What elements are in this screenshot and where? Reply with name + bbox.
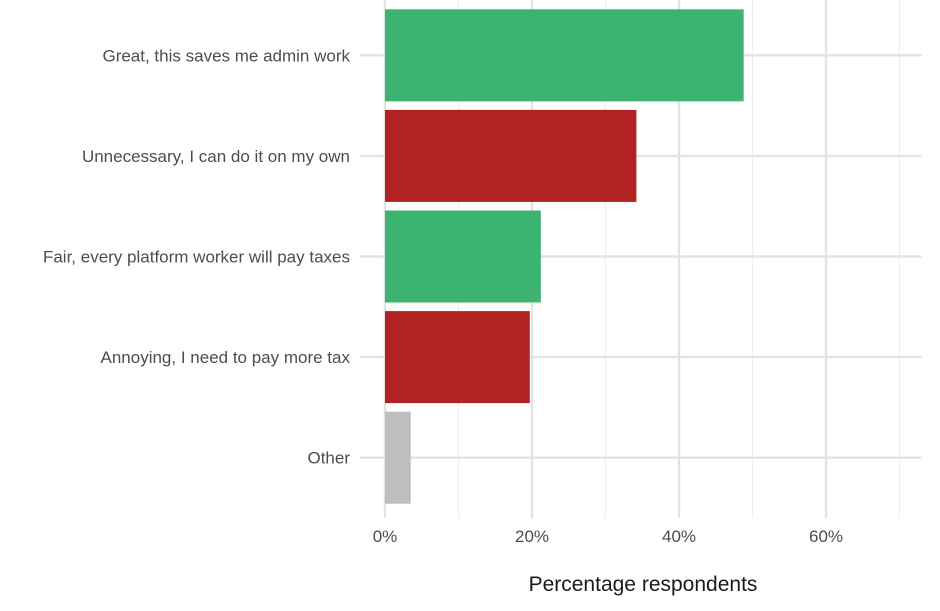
category-labels: Great, this saves me admin work Unnecessa… [43,46,351,467]
bar [385,411,411,504]
category-label: Great, this saves me admin work [102,46,350,65]
category-label: Annoying, I need to pay more tax [101,348,351,367]
bar [385,109,637,202]
bar [385,210,541,303]
x-axis-title: Percentage respondents [529,573,758,596]
x-tick-label: 60% [809,527,843,546]
bar [385,9,744,102]
bar [385,311,530,404]
x-tick-label: 40% [662,527,696,546]
category-label: Other [307,449,350,468]
category-label: Fair, every platform worker will pay tax… [43,248,350,267]
x-tick-label: 20% [515,527,549,546]
x-tick-labels: 0% 20% 40% 60% [373,527,843,546]
x-tick-label: 0% [373,527,398,546]
category-label: Unnecessary, I can do it on my own [82,147,350,166]
bars [385,9,744,504]
